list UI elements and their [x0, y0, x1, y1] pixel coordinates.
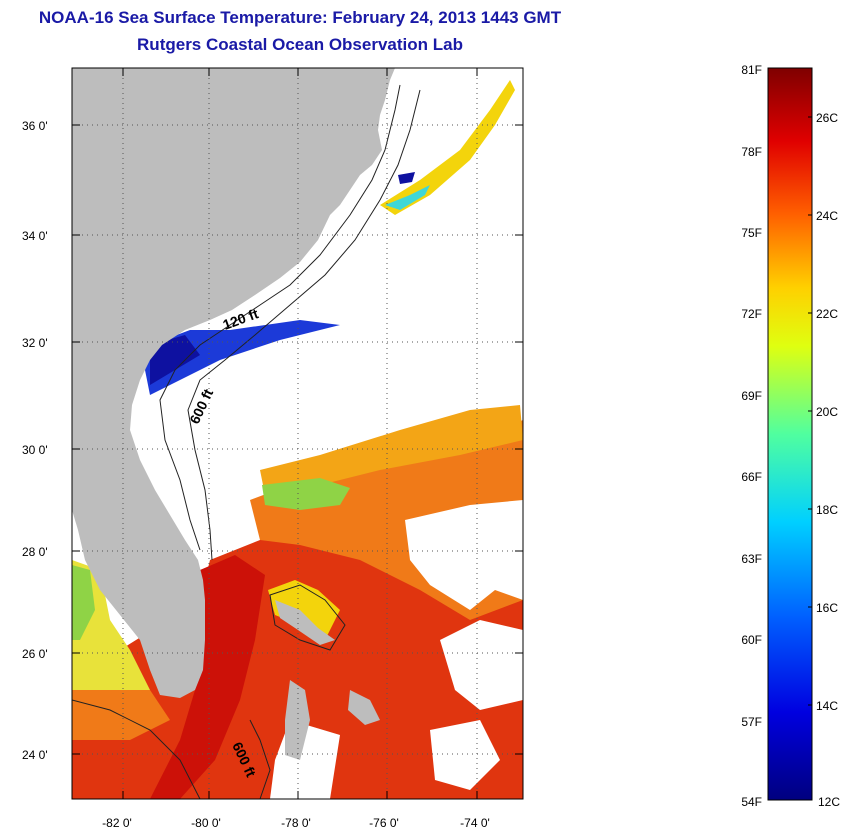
gulf-stream-core [150, 555, 265, 799]
colorbar-c-label: 18C [816, 503, 838, 517]
graticule [72, 68, 523, 799]
upper-orange-region [260, 405, 523, 495]
land-bahamas [348, 690, 380, 725]
colorbar-c-label: 22C [816, 307, 838, 321]
colorbar-f-label: 81F [741, 63, 762, 77]
lat-label: 26 0' [22, 647, 48, 661]
depth-contour-600ft [187, 89, 421, 561]
colorbar-c-label: 12C [818, 795, 840, 809]
lat-labels: 36 0' 34 0' 32 0' 30 0' 28 0' 26 0' 24 0… [22, 119, 48, 762]
lon-label: -80 0' [191, 816, 221, 830]
lon-label: -78 0' [281, 816, 311, 830]
lat-label: 34 0' [22, 229, 48, 243]
colorbar-f-label: 54F [741, 795, 762, 809]
bahama-bank-water [268, 580, 340, 640]
lon-label: -76 0' [369, 816, 399, 830]
mid-water-band [262, 478, 350, 510]
lat-label: 28 0' [22, 545, 48, 559]
cloud-patch [430, 720, 500, 790]
lat-label: 32 0' [22, 336, 48, 350]
colorbar-f-label: 66F [741, 470, 762, 484]
colorbar-f-label: 78F [741, 145, 762, 159]
colorbar-f-label: 57F [741, 715, 762, 729]
lat-label: 24 0' [22, 748, 48, 762]
depth-contour-bahamas [269, 584, 346, 651]
depth-contour-deep [249, 719, 271, 799]
shelf-water-north [380, 80, 515, 215]
colorbar-c-label: 26C [816, 111, 838, 125]
colorbar-f-labels: 81F 78F 75F 72F 69F 66F 63F 60F 57F 54F [741, 63, 762, 809]
lon-label: -82 0' [102, 816, 132, 830]
lat-label: 30 0' [22, 443, 48, 457]
colorbar-c-ticks [808, 116, 812, 706]
cloud-patch [405, 500, 523, 610]
lon-labels: -82 0' -80 0' -78 0' -76 0' -74 0' [102, 816, 490, 830]
cold-coastal-core [150, 335, 200, 385]
depth-contour-120ft [159, 84, 401, 551]
colorbar-c-label: 20C [816, 405, 838, 419]
colorbar-f-label: 69F [741, 389, 762, 403]
map-area: 120 ft 600 ft 600 ft [72, 68, 523, 799]
color-bar [767, 67, 813, 801]
shelf-water-cold [398, 172, 415, 184]
colorbar-c-label: 16C [816, 601, 838, 615]
colorbar-f-label: 63F [741, 552, 762, 566]
lat-label: 36 0' [22, 119, 48, 133]
cloud-patch [440, 620, 523, 710]
colorbar-f-label: 72F [741, 307, 762, 321]
gulf-water-cool [72, 565, 95, 640]
land-bahamas [275, 600, 335, 645]
land-bahamas [285, 680, 310, 760]
map-title: NOAA-16 Sea Surface Temperature: Februar… [38, 8, 562, 27]
colorbar-f-label: 75F [741, 226, 762, 240]
lon-label: -74 0' [460, 816, 490, 830]
colorbar-c-label: 24C [816, 209, 838, 223]
cold-coastal-water [145, 320, 340, 395]
land-us-east-coast [72, 68, 395, 698]
depth-contour-gulf [72, 699, 201, 799]
colorbar-c-label: 14C [816, 699, 838, 713]
map-ticks [72, 68, 523, 799]
map-subtitle: Rutgers Coastal Ocean Observation Lab [137, 35, 463, 54]
colorbar-f-label: 60F [741, 633, 762, 647]
colorbar-c-labels: 26C 24C 22C 20C 18C 16C 14C 12C [816, 111, 840, 809]
shelf-water-cool [385, 185, 430, 210]
